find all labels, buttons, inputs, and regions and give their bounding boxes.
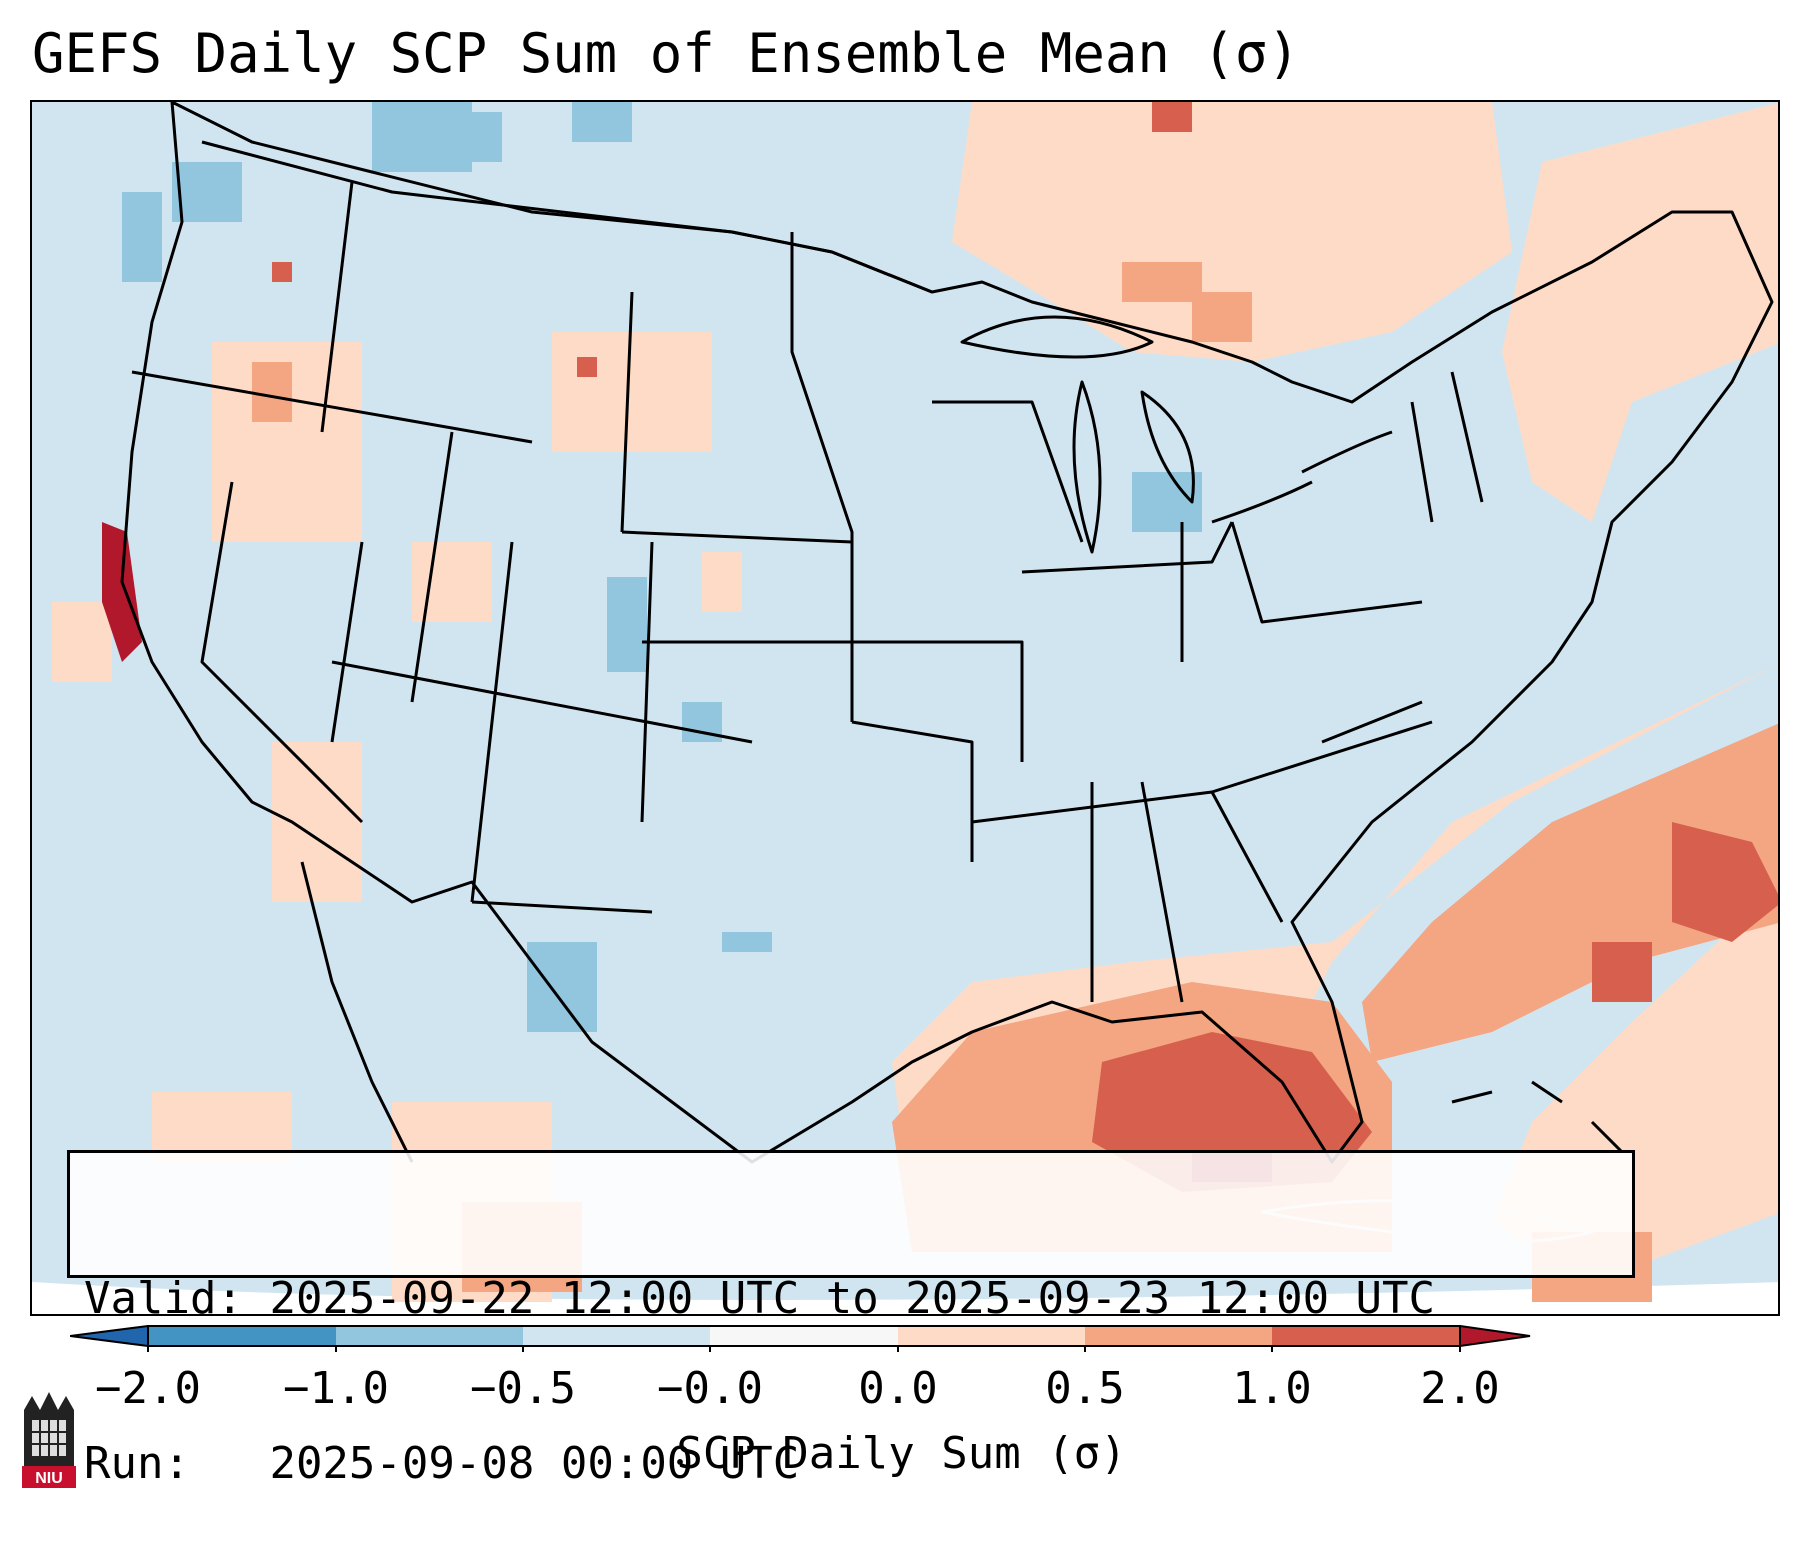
valid-label: Valid: (84, 1273, 243, 1324)
colorbar-tick-label: −1.0 (283, 1363, 389, 1414)
colorbar-segment (148, 1326, 336, 1346)
chart-title: GEFS Daily SCP Sum of Ensemble Mean (σ) (32, 22, 1300, 85)
colorbar-tick-label: −2.0 (95, 1363, 201, 1414)
colorbar-segment (1085, 1326, 1272, 1346)
valid-run-info-box: Valid: 2025-09-22 12:00 UTC to 2025-09-2… (67, 1150, 1635, 1489)
run-value: 2025-09-08 00:00 UTC (269, 1438, 800, 1489)
colorbar-label: SCP Daily Sum (σ) (676, 1428, 1127, 1479)
colorbar-segment (898, 1326, 1085, 1346)
colorbar-tick-label: −0.0 (657, 1363, 763, 1414)
niu-logo-icon: NIU (22, 1392, 76, 1488)
colorbar-tick-label: 0.5 (1045, 1363, 1125, 1414)
map-panel (30, 100, 1780, 1316)
map-svg (32, 102, 1778, 1314)
colorbar-segment (523, 1326, 710, 1346)
colorbar (69, 1320, 1740, 1352)
logo-text: NIU (35, 1470, 63, 1487)
colorbar-tick-label: −0.5 (470, 1363, 576, 1414)
valid-value: 2025-09-22 12:00 UTC to 2025-09-23 12:00… (269, 1273, 1436, 1324)
negative-anomaly-patches (122, 102, 1202, 1032)
colorbar-tick-label: 1.0 (1232, 1363, 1312, 1414)
valid-line: Valid: 2025-09-22 12:00 UTC to 2025-09-2… (84, 1271, 1618, 1326)
run-label: Run: (84, 1438, 190, 1489)
colorbar-segment (336, 1326, 523, 1346)
niu-logo: NIU (20, 1390, 78, 1490)
run-line: Run: 2025-09-08 00:00 UTC (84, 1436, 1618, 1491)
colorbar-segment (1272, 1326, 1460, 1346)
colorbar-tick-label: 0.0 (858, 1363, 938, 1414)
projection-edge (32, 1282, 1778, 1314)
colorbar-frame (147, 1325, 1461, 1347)
colorbar-extend-high (1459, 1324, 1531, 1348)
colorbar-segment (710, 1326, 898, 1346)
colorbar-extend-low (69, 1324, 149, 1348)
colorbar-tick-label: 2.0 (1420, 1363, 1500, 1414)
colorbar-svg (69, 1324, 1531, 1352)
